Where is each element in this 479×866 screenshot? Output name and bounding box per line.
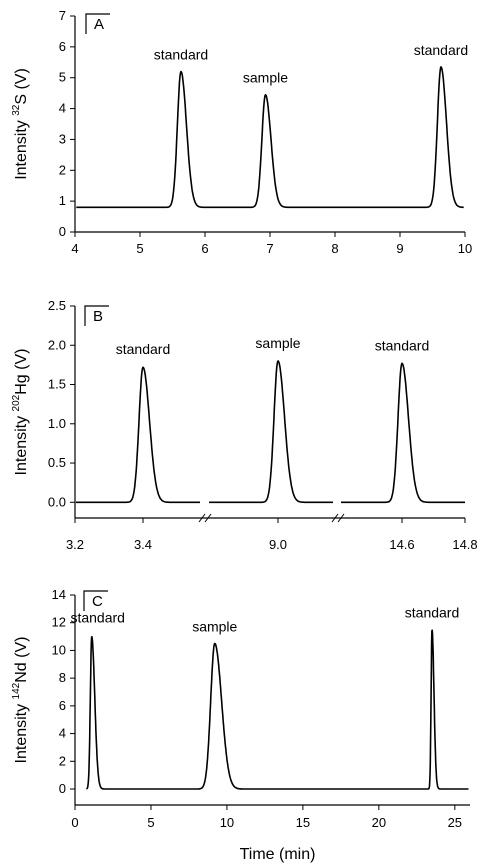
x-tick-label: 9 (396, 241, 403, 256)
y-tick-label: 2.0 (48, 337, 66, 352)
x-tick-label: 3.2 (66, 537, 84, 552)
x-tick-label: 3.4 (134, 537, 152, 552)
y-tick-label: 0.0 (48, 494, 66, 509)
peak-label: standard (375, 337, 429, 353)
peak-label: standard (154, 47, 208, 63)
axis-break-mark (337, 513, 345, 523)
y-tick-label: 10 (52, 642, 66, 657)
x-tick-label: 20 (372, 815, 386, 830)
y-tick-label: 1 (59, 193, 66, 208)
x-tick-label: 5 (136, 241, 143, 256)
y-tick-label: 2 (59, 162, 66, 177)
peak-label: sample (192, 619, 237, 635)
series-line (208, 360, 334, 504)
panel-c: 0 2 4 6 8 10 12 14 0 5 10 15 20 25 standard sample stand… (11, 587, 470, 863)
y-axis-label-prefix: Intensity (13, 699, 30, 763)
y-tick-label: 4 (59, 726, 66, 741)
x-tick-label: 14.8 (452, 537, 477, 552)
y-tick-label: 6 (59, 39, 66, 54)
panel-a: 0 1 2 3 4 5 6 7 4 5 6 7 8 9 10 standard sample standard In… (11, 8, 472, 256)
y-axis-label-prefix: Intensity (13, 411, 30, 475)
peak-label: standard (70, 610, 124, 626)
panel-label-frame (85, 13, 110, 34)
y-axis-label: Intensity 202Hg (V) (11, 349, 30, 476)
panel-label-frame (83, 590, 108, 611)
y-tick-label: 6 (59, 698, 66, 713)
x-tick-label: 10 (458, 241, 472, 256)
y-axis-label-prefix: Intensity (13, 116, 30, 180)
axis-break-mark (198, 513, 206, 523)
x-tick-label: 5 (147, 815, 154, 830)
y-axis-label-superscript: 32 (11, 104, 22, 116)
y-tick-label: 2 (59, 753, 66, 768)
panel-label: C (92, 593, 103, 610)
y-axis-label-suffix: S (V) (13, 68, 30, 104)
y-tick-label: 4 (59, 101, 66, 116)
series-line (340, 362, 466, 504)
x-tick-label: 15 (296, 815, 310, 830)
y-tick-label: 12 (52, 615, 66, 630)
y-axis-label-suffix: Hg (V) (13, 349, 30, 395)
y-tick-label: 3 (59, 131, 66, 146)
y-axis-label-superscript: 202 (11, 394, 22, 411)
y-axis-label-suffix: Nd (V) (13, 637, 30, 683)
y-tick-label: 1.5 (48, 377, 66, 392)
x-tick-label: 9.0 (269, 537, 287, 552)
y-tick-label: 2.5 (48, 298, 66, 313)
panel-label: A (94, 16, 104, 33)
x-tick-label: 14.6 (389, 537, 414, 552)
y-axis-label: Intensity 142Nd (V) (11, 637, 30, 764)
panel-label: B (93, 308, 103, 325)
peak-label: standard (116, 341, 170, 357)
y-axis-label-superscript: 142 (11, 682, 22, 699)
x-tick-label: 25 (448, 815, 462, 830)
series-line (76, 66, 464, 209)
peak-label: sample (243, 70, 288, 86)
series-line (75, 366, 201, 504)
axis-break-mark (331, 513, 339, 523)
y-axis-label: Intensity 32S (V) (11, 68, 30, 180)
peak-label: sample (255, 335, 300, 351)
y-tick-label: 0 (59, 781, 66, 796)
series-line (85, 629, 469, 790)
peak-label: standard (405, 605, 459, 621)
x-tick-label: 0 (71, 815, 78, 830)
y-tick-label: 7 (59, 8, 66, 23)
x-tick-label: 8 (331, 241, 338, 256)
x-axis-label: Time (min) (240, 846, 316, 863)
x-tick-label: 10 (220, 815, 234, 830)
panel-b: 0.0 0.5 1.0 1.5 2.0 2.5 3.2 3.4 9.0 14.6 14.8 stand… (11, 298, 478, 552)
y-tick-label: 14 (52, 587, 66, 602)
panel-label-frame (84, 305, 109, 326)
peak-label: standard (414, 42, 468, 58)
y-tick-label: 0.5 (48, 455, 66, 470)
y-tick-label: 8 (59, 670, 66, 685)
y-tick-label: 1.0 (48, 416, 66, 431)
x-tick-label: 6 (201, 241, 208, 256)
axis-break-mark (204, 513, 212, 523)
y-tick-label: 0 (59, 224, 66, 239)
y-tick-label: 5 (59, 70, 66, 85)
x-tick-label: 4 (71, 241, 78, 256)
x-tick-label: 7 (266, 241, 273, 256)
